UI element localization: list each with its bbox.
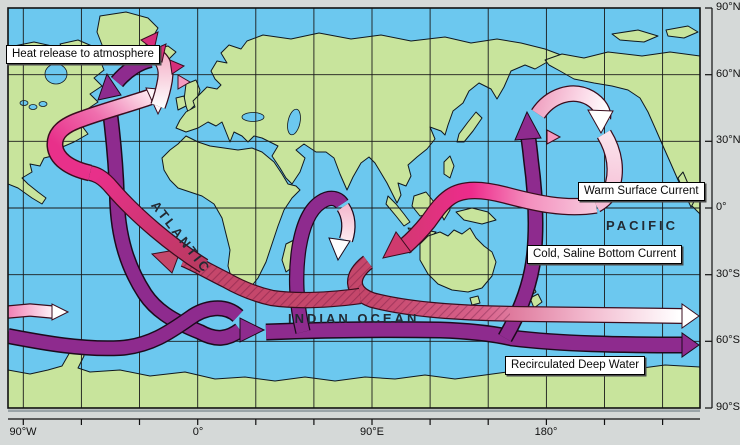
warm-band-drake (8, 304, 53, 318)
upwelling-indian-arrowhead (328, 237, 351, 262)
map-frame-shadow (8, 409, 700, 412)
latitude-axis (705, 7, 713, 409)
north-pacific-white-arrowhead (587, 109, 614, 135)
warm-current-gulf-stream (48, 90, 153, 180)
map-frame (7, 7, 701, 409)
land-arctic-islands-east (611, 29, 659, 43)
land-arctic-islands-east2 (665, 25, 699, 39)
land-japan (456, 111, 483, 143)
land-australia (419, 227, 497, 293)
land-north-america-west (544, 51, 700, 215)
callout-recirculated-deep-water: Recirculated Deep Water (505, 356, 646, 375)
deep-current-atlantic (102, 103, 244, 345)
callout-cold-saline-bottom-current: Cold, Saline Bottom Current (527, 245, 683, 264)
lon-label-180: 180° (534, 426, 558, 438)
lat-label-30s: 30°S (716, 268, 740, 280)
black-sea (241, 112, 265, 122)
pacific-upwelling-arrowhead (514, 110, 542, 141)
great-lake-3 (38, 101, 48, 107)
warm-current-agulhas-hatch (181, 252, 361, 308)
callout-heat-release: Heat release to atmosphere (6, 45, 160, 64)
lon-label-0: 0° (192, 426, 204, 438)
deep-current-southern-atlantic (8, 301, 243, 355)
deep-current-pacific (499, 134, 542, 342)
ocean-label-pacific: PACIFIC (606, 218, 679, 233)
land-new-zealand-south (529, 293, 543, 309)
drake-arrowhead (51, 303, 70, 321)
land-sumatra (385, 195, 411, 227)
circumpolar-white-arrowhead (681, 303, 700, 329)
lat-label-60n: 60°N (716, 68, 740, 80)
ocean-label-indian: INDIAN OCEAN (288, 311, 420, 326)
inland-waters (19, 63, 301, 136)
upwelling-indian-ribbon (337, 203, 355, 242)
land-philippines (443, 155, 455, 179)
land-africa (161, 135, 301, 289)
lat-label-60s: 60°S (716, 334, 740, 346)
land-tasmania (469, 295, 481, 306)
lat-label-0: 0° (716, 201, 727, 213)
warm-current-atlantic (88, 166, 208, 272)
landmasses (8, 11, 700, 408)
lat-label-90s: 90°S (716, 401, 740, 413)
lat-label-30n: 30°N (716, 134, 740, 146)
warm-surface-current-pacific (399, 182, 598, 253)
land-eurasia (175, 32, 562, 204)
great-lake-2 (28, 104, 38, 110)
great-lake-1 (19, 100, 29, 106)
land-ireland (175, 95, 187, 111)
heat-release-arrow-3 (169, 59, 186, 75)
longitude-axis (8, 418, 700, 425)
current-bands (8, 31, 700, 358)
callout-warm-surface-current: Warm Surface Current (578, 182, 705, 201)
deep-current-east-arrowhead (239, 317, 266, 343)
heat-release-arrow-4 (177, 74, 191, 90)
lon-label-90e: 90°E (360, 426, 384, 438)
lon-label-90w: 90°W (9, 426, 37, 438)
intermediate-current-hatch (348, 256, 511, 321)
lat-label-90n: 90°N (716, 1, 740, 13)
deep-current-indian-circumpolar (265, 322, 685, 352)
nordic-sinking-arrowhead (97, 72, 122, 101)
recirculated-deep-arrowhead (681, 332, 700, 358)
hudson-bay (44, 63, 68, 85)
heat-release-arrow-kamchatka (546, 129, 562, 145)
caspian-sea (287, 108, 301, 136)
throughflow-arrowhead (382, 231, 412, 259)
